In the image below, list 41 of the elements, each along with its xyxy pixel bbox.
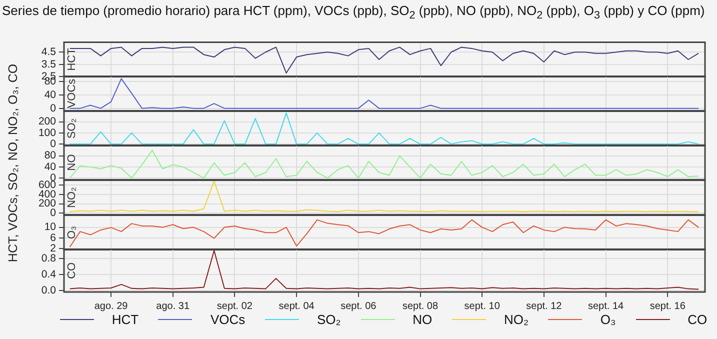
x-tick-label: ago. 31 — [156, 301, 190, 312]
x-tick-label: sept. 16 — [650, 301, 686, 312]
text: VOCs — [66, 79, 78, 108]
y-tick-label: 0.4 — [41, 268, 56, 280]
y-tick-label: 40 — [44, 161, 56, 174]
x-tick-label: sept. 02 — [216, 301, 252, 312]
x-tick-label: sept. 06 — [340, 301, 376, 312]
y-tick-label: 6 — [50, 231, 56, 244]
legend-label: CO — [688, 312, 708, 327]
y-tick-label: 0.0 — [41, 284, 56, 296]
text: HCT — [66, 48, 78, 70]
x-tick-label: sept. 04 — [278, 301, 314, 312]
y-tick-label: 10 — [44, 220, 56, 233]
x-tick-label: sept. 14 — [588, 301, 624, 312]
chart-title: Series de tiempo (promedio horario) para HCT (ppm), VOCs (ppb), SO$_{2}$ (ppb), NO (ppb), NO$_{2}$ (ppb), O$_{3}$ (ppb) y CO (ppm) — [2, 3, 705, 22]
y-tick-label: 0 — [50, 102, 56, 115]
legend-label: HCT — [112, 312, 139, 327]
text: CO — [66, 262, 78, 280]
y-tick-label: 0 — [50, 138, 56, 150]
y-tick-label: 200 — [38, 116, 56, 128]
y-axis-title: HCT, VOCs, SO₂, NO, NO₂, O₃, CO — [6, 64, 20, 262]
legend-label: NO — [412, 312, 432, 327]
y-tick-label: 100 — [38, 126, 56, 139]
legend-label: VOCs — [210, 312, 246, 327]
legend-label: NO₂ — [504, 312, 528, 327]
text: O₃ — [66, 226, 78, 239]
legend-label: SO₂ — [316, 312, 341, 327]
x-tick-label: sept. 12 — [526, 301, 562, 312]
y-tick-label: 3.5 — [41, 58, 56, 70]
y-tick-label: 4.5 — [41, 46, 56, 58]
x-tick-label: ago. 29 — [94, 301, 128, 312]
text: NO₂ — [66, 187, 78, 208]
x-tick-label: sept. 08 — [402, 301, 438, 312]
text: NO — [66, 154, 78, 172]
y-tick-label: 0.8 — [41, 252, 56, 264]
y-tick-label: 80 — [44, 150, 56, 162]
legend-label: O₃ — [600, 312, 616, 327]
text: SO₂ — [66, 118, 78, 138]
x-tick-label: sept. 10 — [464, 301, 500, 312]
y-tick-label: 2 — [50, 242, 56, 254]
y-tick-label: 40 — [44, 89, 56, 102]
